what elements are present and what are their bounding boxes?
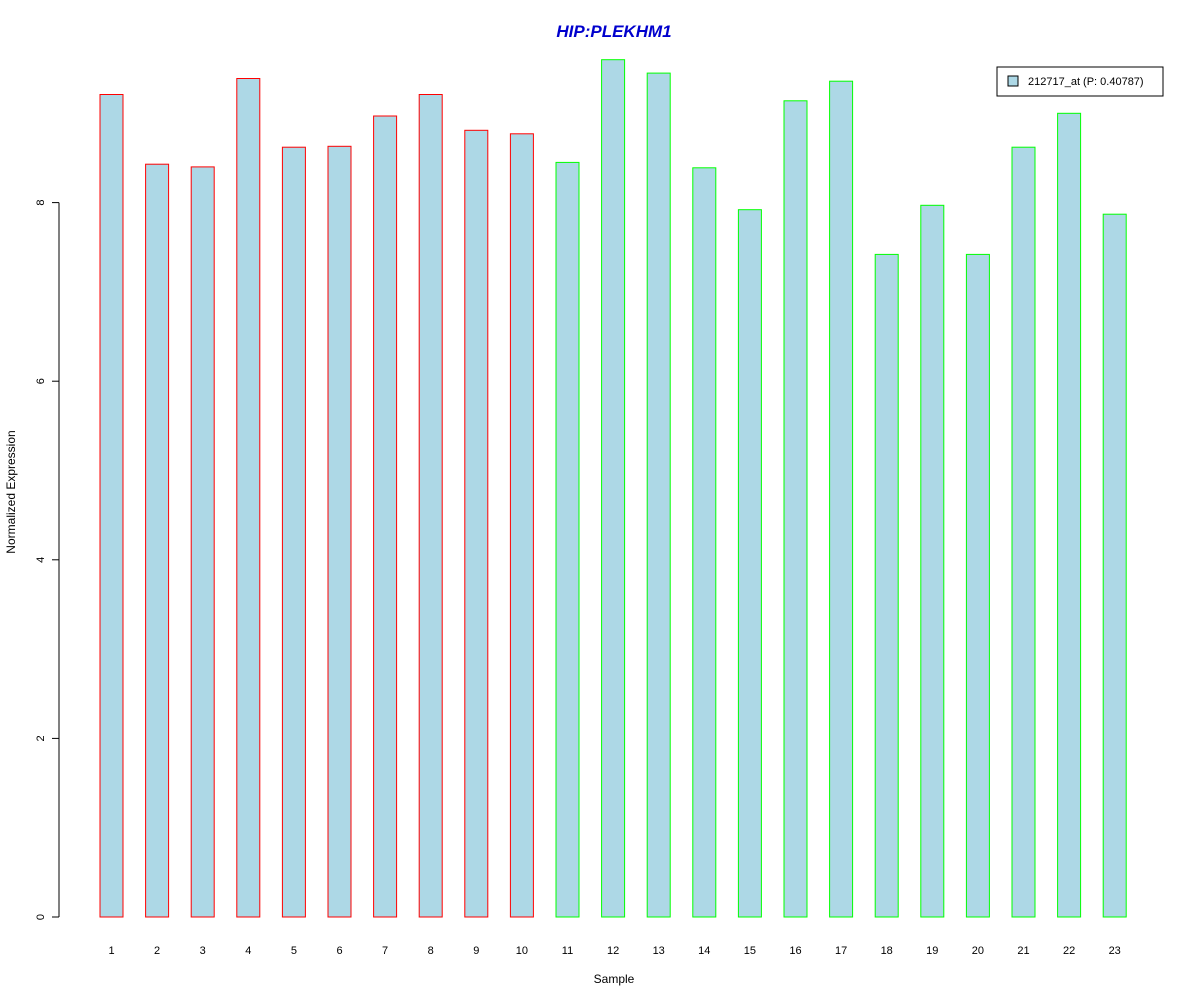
x-tick-label: 2 (154, 945, 160, 957)
bar-sample-9 (464, 129, 489, 918)
bar-sample-11 (555, 161, 580, 918)
x-tick-label: 11 (562, 945, 573, 957)
bar-sample-2 (145, 163, 170, 918)
x-tick-label: 8 (428, 945, 434, 957)
bar-sample-20 (965, 253, 990, 918)
chart-title: HIP:PLEKHM1 (556, 22, 671, 41)
bar-sample-17 (829, 80, 854, 918)
x-tick-label: 20 (972, 945, 984, 957)
bar-sample-10 (509, 133, 534, 918)
x-tick-label: 7 (382, 945, 388, 957)
bar-sample-7 (373, 115, 398, 918)
x-tick-label: 18 (881, 945, 893, 957)
x-tick-label: 22 (1063, 945, 1075, 957)
x-tick-label: 4 (245, 945, 251, 957)
y-axis-title: Normalized Expression (4, 430, 18, 553)
y-tick-label: 6 (35, 378, 47, 384)
bar-sample-4 (236, 78, 261, 918)
bar-sample-1 (99, 94, 124, 918)
y-tick-label: 0 (35, 914, 47, 920)
bar-sample-5 (281, 146, 306, 918)
bar-sample-3 (190, 166, 215, 918)
x-tick-label: 15 (744, 945, 756, 957)
x-tick-label: 17 (835, 945, 847, 957)
x-tick-label: 3 (200, 945, 206, 957)
bar-sample-12 (601, 59, 626, 918)
x-tick-label: 6 (336, 945, 342, 957)
bars (99, 59, 1127, 918)
x-tick-label: 21 (1017, 945, 1029, 957)
legend-swatch (1007, 75, 1019, 87)
x-tick-label: 9 (473, 945, 479, 957)
x-tick-label: 1 (108, 945, 114, 957)
bar-sample-19 (920, 204, 945, 918)
bar-sample-18 (874, 253, 899, 918)
x-tick-label: 10 (516, 945, 528, 957)
bar-sample-13 (646, 72, 671, 918)
y-tick-label: 4 (35, 557, 47, 563)
x-tick-label: 14 (698, 945, 710, 957)
y-tick-label: 8 (35, 200, 47, 206)
x-tick-label: 16 (789, 945, 801, 957)
x-tick-label: 12 (607, 945, 619, 957)
bar-sample-22 (1057, 112, 1082, 918)
x-tick-label: 19 (926, 945, 938, 957)
bar-sample-15 (737, 209, 762, 918)
x-tick-label: 23 (1109, 945, 1121, 957)
legend: 212717_at (P: 0.40787) (996, 66, 1164, 97)
legend-label: 212717_at (P: 0.40787) (1028, 76, 1144, 88)
bar-sample-21 (1011, 146, 1036, 918)
bar-sample-16 (783, 100, 808, 918)
bar-sample-14 (692, 167, 717, 918)
bar-sample-6 (327, 145, 352, 918)
bar-sample-23 (1102, 213, 1127, 918)
bar-sample-8 (418, 94, 443, 918)
x-tick-label: 13 (653, 945, 665, 957)
legend-box (996, 66, 1164, 97)
x-tick-labels: 1 2 3 4 5 6 7 8 9 10 11 12 13 14 15 16 17 18 19 20 21 22 23 (108, 945, 1120, 957)
x-axis-title: Sample (594, 972, 635, 986)
y-tick-label: 2 (35, 735, 47, 741)
y-axis: 0 2 4 6 8 (35, 200, 60, 920)
x-tick-label: 5 (291, 945, 297, 957)
